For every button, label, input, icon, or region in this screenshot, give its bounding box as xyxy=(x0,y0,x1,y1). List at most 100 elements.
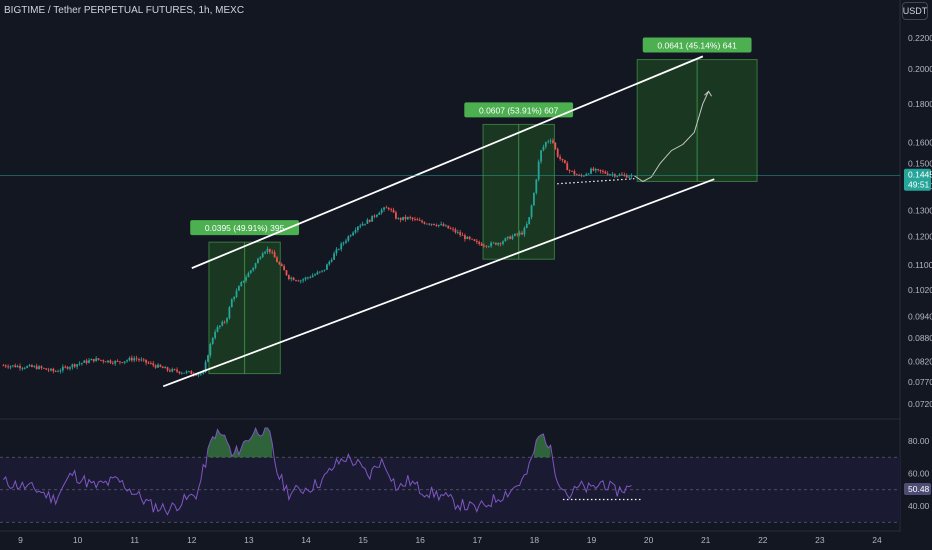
candle-body-200 xyxy=(478,241,481,244)
candle-body-2 xyxy=(7,366,10,368)
candle-body-205 xyxy=(490,242,492,247)
candle-body-147 xyxy=(352,232,355,236)
candle-body-155 xyxy=(371,215,374,222)
candle-body-261 xyxy=(623,174,626,176)
candle-body-88 xyxy=(211,338,214,345)
price-tick-label-10: 0.0940 xyxy=(908,312,932,322)
rsi-layer xyxy=(0,426,900,523)
candle-body-86 xyxy=(207,355,209,362)
candle-body-14 xyxy=(35,366,38,370)
candle-body-48 xyxy=(116,360,119,362)
candle-body-109 xyxy=(261,253,264,258)
candle-body-207 xyxy=(494,242,497,245)
candle-body-58 xyxy=(140,359,143,361)
measure-boxes-layer: 0.0395 (49.91%) 395 0.0607 (53.91%) 607 0.… xyxy=(190,37,758,375)
candle-body-199 xyxy=(475,240,478,242)
measure-label-1: 0.0395 (49.91%) 395 xyxy=(205,223,285,233)
candle-body-180 xyxy=(430,223,433,225)
candle-body-87 xyxy=(209,344,212,356)
candle-body-27 xyxy=(66,366,69,369)
candle-body-20 xyxy=(50,368,52,371)
candle-body-186 xyxy=(444,225,447,227)
candle-body-156 xyxy=(373,215,376,217)
candle-body-203 xyxy=(485,245,488,247)
candle-body-32 xyxy=(78,363,81,365)
candle-body-141 xyxy=(337,249,340,251)
candle-body-164 xyxy=(392,210,395,213)
candle-body-3 xyxy=(9,366,12,368)
candle-body-124 xyxy=(297,280,300,282)
axes-layer: 0.22000.20000.18000.16000.15000.14000.13… xyxy=(18,33,932,545)
candle-body-135 xyxy=(323,269,326,271)
time-tick-label-13: 22 xyxy=(758,535,768,545)
candle-body-74 xyxy=(178,371,181,374)
candle-body-216 xyxy=(516,233,519,235)
candle-body-181 xyxy=(433,223,435,226)
candle-body-126 xyxy=(302,279,305,281)
candle-body-94 xyxy=(226,318,228,323)
candle-body-244 xyxy=(582,175,585,177)
candle-body-138 xyxy=(330,259,333,262)
candle-body-106 xyxy=(254,263,257,268)
candle-body-170 xyxy=(406,217,409,220)
candle-body-35 xyxy=(85,360,88,363)
candle-body-159 xyxy=(380,209,383,213)
candle-body-23 xyxy=(57,371,59,373)
candle-body-59 xyxy=(142,359,145,361)
price-tick-label-11: 0.0880 xyxy=(908,333,932,343)
candle-body-114 xyxy=(273,252,276,258)
candle-body-160 xyxy=(383,207,385,210)
time-tick-label-7: 16 xyxy=(415,535,425,545)
candle-body-239 xyxy=(571,170,573,172)
candle-body-198 xyxy=(473,239,476,241)
candle-body-214 xyxy=(511,235,514,240)
candle-body-142 xyxy=(340,243,343,250)
candle-body-258 xyxy=(616,175,619,177)
candle-body-204 xyxy=(487,246,490,248)
measure-label-2: 0.0607 (53.91%) 607 xyxy=(479,105,559,115)
candle-body-179 xyxy=(428,223,431,225)
candle-body-218 xyxy=(521,232,523,235)
candle-body-22 xyxy=(54,371,57,373)
candle-body-41 xyxy=(100,359,102,361)
candle-body-120 xyxy=(287,275,290,280)
time-tick-label-15: 24 xyxy=(872,535,882,545)
candle-body-144 xyxy=(345,240,347,243)
candle-body-168 xyxy=(402,216,404,220)
candle-body-117 xyxy=(280,264,283,267)
candle-body-103 xyxy=(247,272,250,278)
time-tick-label-11: 20 xyxy=(644,535,654,545)
channel-lines-layer xyxy=(0,55,900,388)
time-tick-label-6: 15 xyxy=(358,535,368,545)
candle-body-118 xyxy=(283,266,286,271)
candle-body-16 xyxy=(40,366,43,368)
candle-body-19 xyxy=(47,369,50,371)
chart-title: BIGTIME / Tether PERPETUAL FUTURES, 1h, … xyxy=(4,5,245,16)
candle-body-255 xyxy=(609,174,611,176)
candle-body-249 xyxy=(594,169,597,171)
candle-body-83 xyxy=(199,373,202,375)
candle-body-54 xyxy=(130,357,133,361)
candle-body-134 xyxy=(321,270,324,272)
candle-body-60 xyxy=(145,359,148,363)
candle-body-240 xyxy=(573,171,576,175)
candle-body-1 xyxy=(4,365,7,367)
candle-body-77 xyxy=(185,371,188,373)
candle-body-52 xyxy=(126,360,128,362)
candle-body-235 xyxy=(561,158,564,161)
candle-body-30 xyxy=(73,364,76,367)
candle-body-131 xyxy=(314,274,316,276)
price-tick-label-4: 0.1500 xyxy=(908,158,932,168)
time-tick-label-2: 11 xyxy=(130,535,139,545)
candle-body-13 xyxy=(33,366,36,367)
currency-button[interactable]: USDT xyxy=(902,2,928,20)
candle-body-95 xyxy=(228,307,231,319)
candle-body-71 xyxy=(171,369,174,372)
candle-body-176 xyxy=(421,220,424,223)
candle-body-136 xyxy=(326,264,328,270)
price-tick-label-12: 0.0820 xyxy=(908,356,932,366)
candle-body-242 xyxy=(578,174,581,176)
candle-body-4 xyxy=(11,365,14,367)
candle-body-97 xyxy=(233,297,236,300)
